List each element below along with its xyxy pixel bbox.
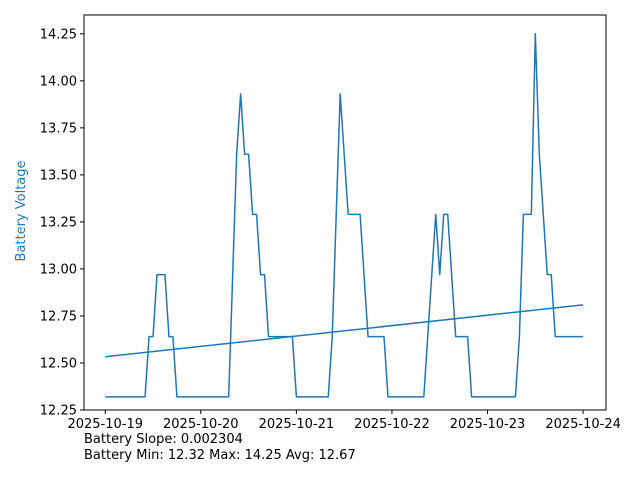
y-tick-label: 14.25 xyxy=(40,27,77,42)
y-tick-label: 12.50 xyxy=(40,356,77,371)
x-tick-label: 2025-10-20 xyxy=(163,417,239,432)
x-tick-label: 2025-10-22 xyxy=(354,417,430,432)
x-tick-label: 2025-10-24 xyxy=(545,417,621,432)
y-tick-label: 12.25 xyxy=(40,404,77,419)
stats-panel: Battery Slope: 0.002304 Battery Min: 12.… xyxy=(84,432,356,464)
y-tick-label: 12.75 xyxy=(40,309,77,324)
y-tick-label: 13.50 xyxy=(40,168,77,183)
voltage-series-line xyxy=(105,33,584,398)
slope-text: Battery Slope: 0.002304 xyxy=(84,432,243,447)
x-tick-label: 2025-10-19 xyxy=(67,417,143,432)
y-tick-label: 13.00 xyxy=(40,262,77,277)
summary-text: Battery Min: 12.32 Max: 14.25 Avg: 12.67 xyxy=(84,448,356,463)
trend-line xyxy=(105,304,584,358)
y-axis-label: Battery Voltage xyxy=(14,160,29,261)
y-tick-label: 13.75 xyxy=(40,121,77,136)
x-tick-label: 2025-10-21 xyxy=(259,417,335,432)
x-tick-label: 2025-10-23 xyxy=(450,417,526,432)
plot-area xyxy=(105,33,584,398)
y-tick-label: 13.25 xyxy=(40,215,77,230)
y-tick-label: 14.00 xyxy=(40,74,77,89)
axes: 2025-10-19 2025-10-20 2025-10-21 2025-10-22… xyxy=(40,14,621,432)
plot-frame xyxy=(83,14,607,411)
